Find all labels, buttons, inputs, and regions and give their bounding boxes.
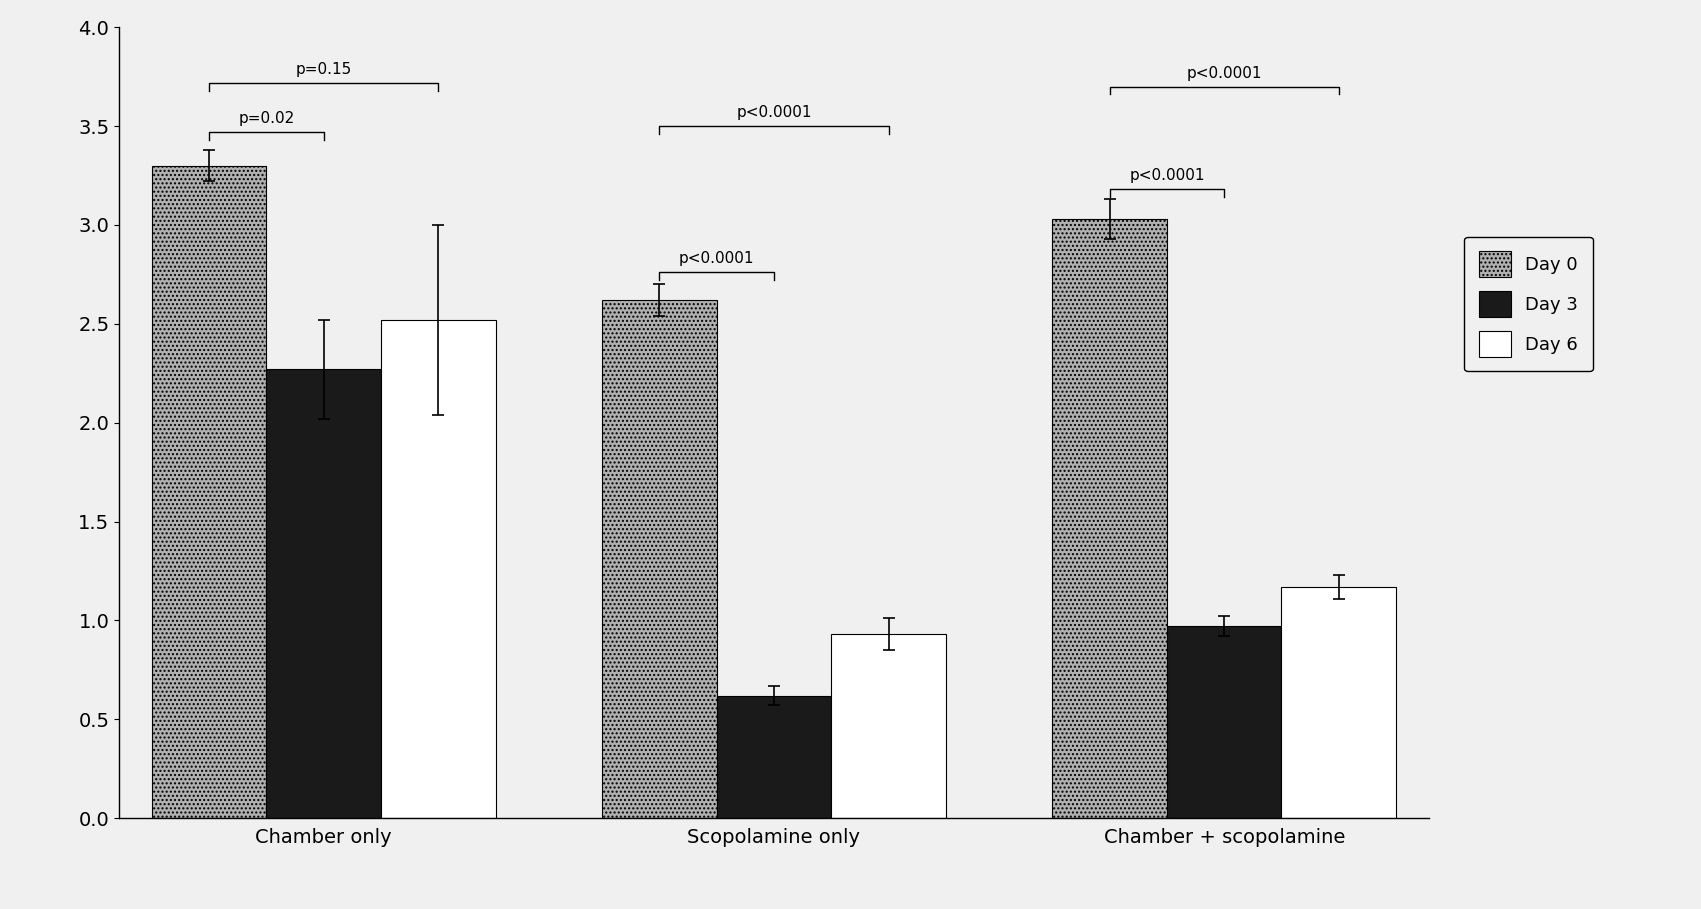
Bar [1053,219,1167,818]
Bar [267,369,381,818]
Text: p<0.0001: p<0.0001 [1186,65,1262,81]
Bar [381,320,495,818]
Text: p=0.02: p=0.02 [238,111,294,126]
Bar [716,695,832,818]
Bar [151,165,267,818]
Bar [832,634,946,818]
Legend: Day 0, Day 3, Day 6: Day 0, Day 3, Day 6 [1465,237,1592,371]
Text: p<0.0001: p<0.0001 [737,105,811,120]
Bar [1167,626,1281,818]
Text: p<0.0001: p<0.0001 [1129,168,1204,184]
Bar [1281,587,1397,818]
Text: p=0.15: p=0.15 [296,62,352,76]
Text: p<0.0001: p<0.0001 [679,252,755,266]
Bar [602,300,716,818]
